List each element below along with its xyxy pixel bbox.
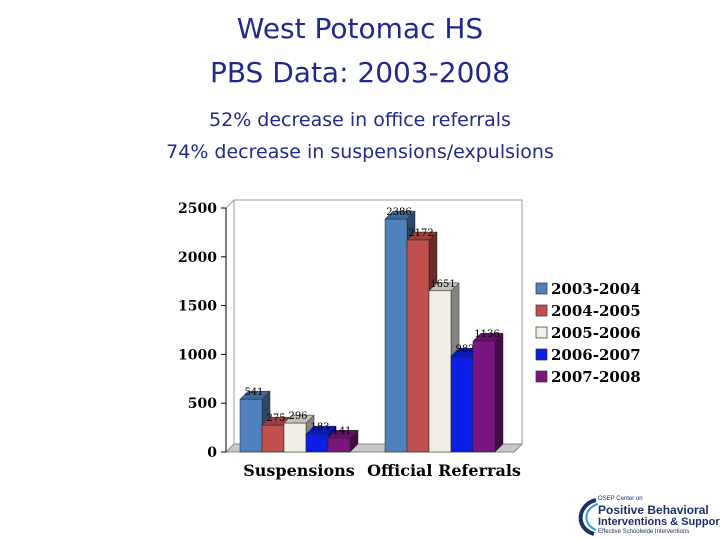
bar-value-label: 141 bbox=[332, 426, 351, 437]
y-tick-label: 1000 bbox=[178, 347, 217, 363]
bar-value-label: 183 bbox=[310, 422, 329, 433]
legend-label: 2004-2005 bbox=[551, 302, 641, 320]
logo-line-1: OSEP Center on bbox=[598, 496, 643, 502]
legend-swatch bbox=[535, 348, 548, 361]
x-category-label: Official Referrals bbox=[367, 461, 521, 480]
bar bbox=[239, 398, 263, 453]
bar-value-label: 2172 bbox=[408, 228, 433, 239]
bar-value-label: 275 bbox=[266, 413, 285, 424]
bar-value-label: 982 bbox=[455, 344, 474, 355]
pbis-swoosh-icon bbox=[578, 498, 599, 536]
bar bbox=[450, 355, 474, 453]
bar bbox=[472, 340, 496, 453]
bar bbox=[327, 437, 351, 453]
y-tick-label: 2000 bbox=[178, 250, 217, 266]
legend-swatch bbox=[535, 282, 548, 295]
logo-line-2: Positive Behavioral bbox=[598, 503, 709, 517]
logo-line-3: Interventions & Supports bbox=[598, 516, 720, 528]
slide-title-line-1: West Potomac HS bbox=[236, 12, 484, 45]
y-tick-label: 2500 bbox=[178, 201, 217, 217]
slide-title-line-2: PBS Data: 2003-2008 bbox=[209, 56, 511, 89]
bar bbox=[406, 239, 430, 453]
bar bbox=[261, 424, 285, 453]
legend-label: 2006-2007 bbox=[551, 346, 641, 364]
bar-value-label: 296 bbox=[288, 411, 307, 422]
bar-side bbox=[494, 332, 504, 453]
legend-label: 2007-2008 bbox=[551, 368, 641, 386]
bar bbox=[283, 422, 307, 453]
slide-subtitle-line-2: 74% decrease in suspensions/expulsions bbox=[166, 141, 554, 163]
bar-value-label: 2386 bbox=[386, 207, 411, 218]
x-category-label: Suspensions bbox=[243, 461, 355, 480]
bar bbox=[428, 290, 452, 453]
logo-line-4: Effective Schoolwide Interventions bbox=[598, 529, 690, 535]
y-tick-label: 500 bbox=[188, 396, 217, 412]
pbis-logo: OSEP Center on Positive Behavioral Inter… bbox=[572, 494, 720, 538]
legend-label: 2003-2004 bbox=[551, 280, 641, 298]
bar-value-label: 1136 bbox=[474, 329, 499, 340]
y-tick-label: 0 bbox=[207, 445, 217, 461]
legend-swatch bbox=[535, 326, 548, 339]
bar-value-label: 1651 bbox=[430, 279, 455, 290]
bar bbox=[305, 433, 329, 453]
legend-swatch bbox=[535, 370, 548, 383]
y-tick-label: 1500 bbox=[178, 299, 217, 315]
legend-label: 2005-2006 bbox=[551, 324, 641, 342]
bar bbox=[384, 218, 408, 453]
slide-subtitle-line-1: 52% decrease in office referrals bbox=[209, 109, 511, 131]
legend-swatch bbox=[535, 304, 548, 317]
bar-value-label: 541 bbox=[244, 387, 263, 398]
